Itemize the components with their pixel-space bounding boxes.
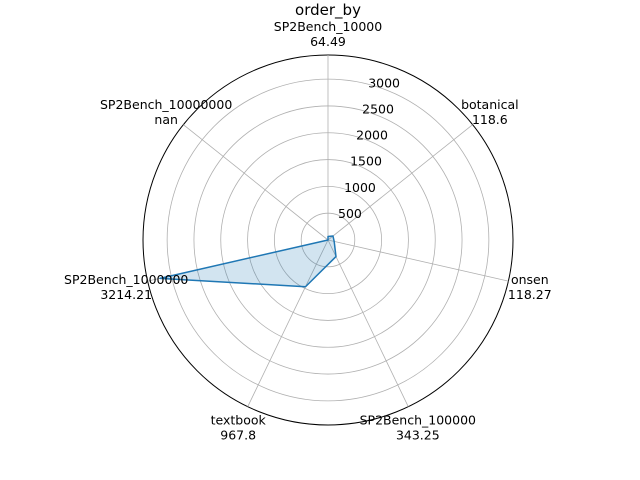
category-value: nan <box>154 112 178 127</box>
radial-tick-label: 500 <box>338 206 362 221</box>
axis-spoke <box>327 124 473 241</box>
category-name: onsen <box>511 272 549 287</box>
category-value: 118.27 <box>508 287 552 302</box>
radial-tick-label: 2000 <box>356 128 388 143</box>
axis-spoke <box>327 239 409 407</box>
radial-tick-label: 2500 <box>362 101 394 116</box>
category-value: 118.6 <box>472 112 508 127</box>
axis-spoke <box>247 239 329 407</box>
chart-title: order_by <box>295 1 361 20</box>
category-name: textbook <box>211 413 267 428</box>
category-labels: SP2Bench_1000064.49botanical118.6onsen11… <box>64 19 552 443</box>
category-name: SP2Bench_100000 <box>360 413 476 428</box>
category-name: botanical <box>461 97 519 112</box>
category-name: SP2Bench_1000000 <box>64 272 188 287</box>
data-series <box>159 235 337 288</box>
category-value: 343.25 <box>396 428 440 443</box>
series-line <box>159 235 337 288</box>
axis-spoke <box>327 239 509 282</box>
category-value: 64.49 <box>310 34 346 49</box>
category-name: SP2Bench_10000 <box>274 19 382 34</box>
radial-tick-label: 1000 <box>344 180 376 195</box>
axis-spoke <box>183 124 329 241</box>
category-value: 967.8 <box>220 428 256 443</box>
radial-tick-label: 1500 <box>350 154 382 169</box>
category-name: SP2Bench_10000000 <box>100 97 232 112</box>
radial-ticks: 500 1000 1500 2000 2500 3000 <box>338 75 400 221</box>
radial-tick-label: 3000 <box>368 75 400 90</box>
category-value: 3214.21 <box>100 287 152 302</box>
